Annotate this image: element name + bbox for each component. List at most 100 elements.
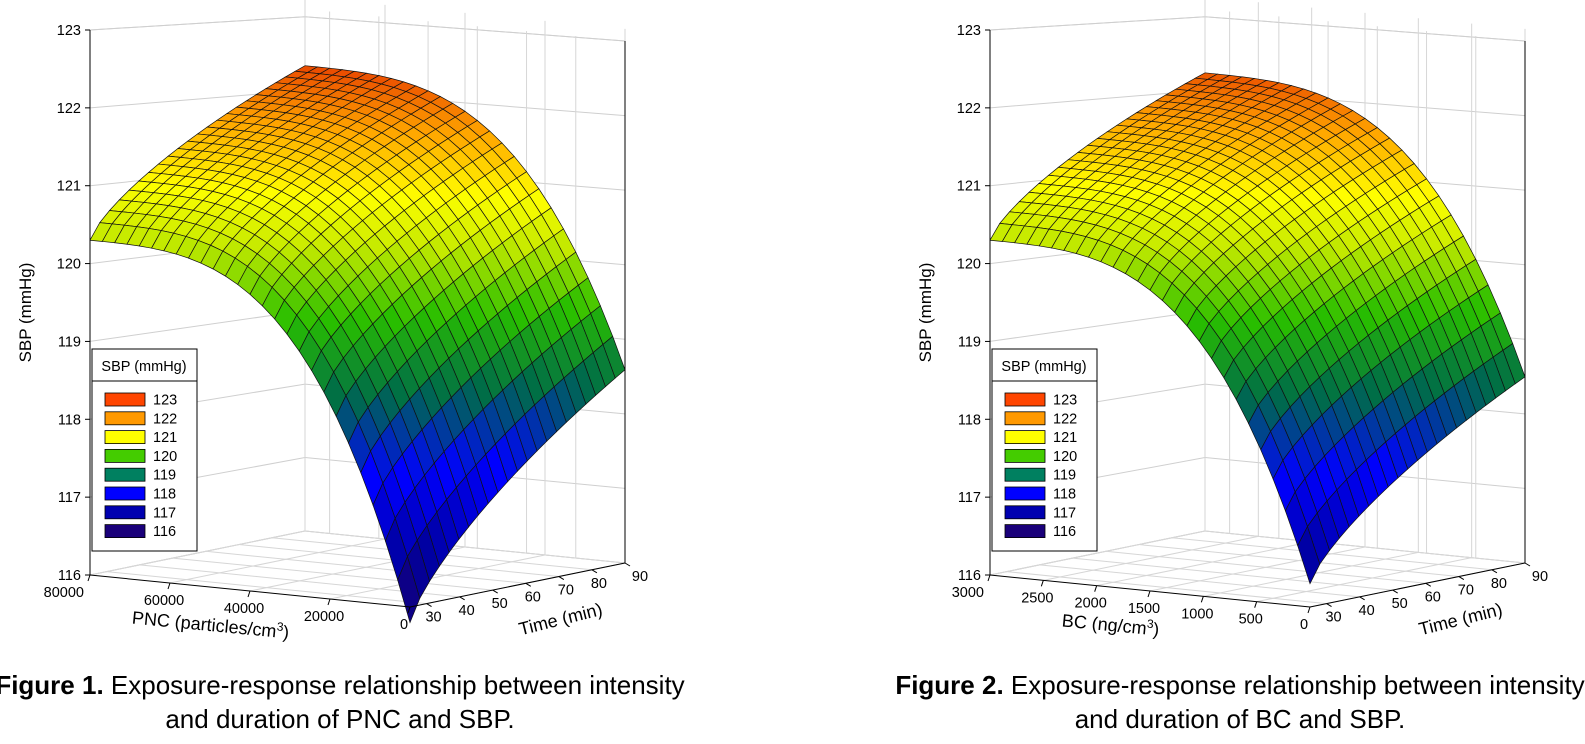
surface-plot: 116 117 118 119 120 121 122 123 SBP (mmHg) 3000 25… (916, 0, 1548, 640)
z-tick-label: 123 (957, 23, 981, 39)
legend-label: 118 (153, 487, 176, 503)
surface-plot: 116 117 118 119 120 121 122 123 SBP (mmHg) 80000 6… (16, 0, 648, 643)
legend-label: 120 (153, 449, 177, 465)
floor-gridline (1204, 530, 1526, 564)
z-tick-label: 120 (957, 257, 981, 273)
legend-label: 116 (153, 524, 176, 540)
legend-label: 123 (1053, 393, 1077, 409)
legend-label: 122 (153, 411, 177, 427)
legend-label: 118 (1053, 487, 1076, 503)
surface-patch (1297, 525, 1321, 585)
z-gridline (989, 16, 1526, 42)
legend-swatch (104, 448, 146, 463)
y-tick-label: 70 (558, 583, 574, 599)
legend-label: 121 (1053, 430, 1077, 446)
y-tick-label: 60 (1425, 589, 1441, 605)
x-tick-mark (987, 574, 991, 582)
y-tick-label: 50 (1392, 596, 1408, 612)
legend-swatch (1004, 524, 1046, 538)
x-tick-label: 500 (1239, 612, 1263, 628)
z-tick-label: 117 (958, 490, 981, 506)
floor-gridline (329, 554, 546, 600)
y-tick-label: 80 (1491, 576, 1507, 592)
figure-2: 116 117 118 119 120 121 122 123 SBP (mmHg) 3000 25… (895, 0, 1585, 744)
x-tick-mark (1307, 606, 1311, 614)
legend-swatch (1004, 486, 1046, 501)
legend-swatch (104, 524, 146, 538)
figure-caption: Figure 1. Exposure-response relationship… (0, 668, 690, 736)
legend-label: 119 (153, 468, 176, 484)
z-tick-label: 118 (58, 412, 81, 428)
y-tick-mark (1524, 562, 1531, 567)
floor-gridline (1096, 541, 1312, 587)
axes: 116 117 118 119 120 121 122 123 SBP (mmHg) 80000 6… (16, 23, 648, 643)
legend-label: 121 (153, 430, 177, 446)
x-tick-label: 0 (400, 617, 408, 633)
response-surface (989, 72, 1526, 585)
y-tick-mark (624, 562, 631, 567)
y-tick-label: 80 (591, 576, 607, 592)
x-tick-label: 40000 (224, 601, 264, 617)
y-tick-mark (492, 589, 498, 594)
y-tick-label: 60 (525, 589, 541, 605)
x-tick-label: 2000 (1075, 596, 1107, 612)
y-tick-mark (558, 576, 565, 580)
y-tick-mark (525, 582, 532, 587)
z-tick-label: 117 (58, 490, 81, 506)
floor-gridline (1006, 571, 1327, 605)
x-tick-mark (407, 606, 411, 614)
floor-gridline (205, 550, 526, 584)
y-tick-label: 40 (1359, 603, 1375, 619)
z-tick-label: 120 (57, 257, 81, 273)
y-tick-mark (1491, 569, 1498, 574)
y-tick-label: 30 (425, 610, 441, 626)
legend-swatch (104, 430, 146, 445)
figure-1: 116 117 118 119 120 121 122 123 SBP (mmHg) 80000 6… (0, 0, 792, 744)
legend-swatch (104, 505, 146, 520)
legend: SBP (mmHg) 123 122 121 120 119 118 117 116 (91, 348, 198, 552)
legend-title: SBP (mmHg) (101, 359, 186, 375)
floor-gridline (1105, 550, 1426, 584)
floor-gridline (304, 530, 626, 564)
y-tick-mark (459, 596, 465, 601)
legend-label: 122 (1053, 411, 1077, 427)
legend-swatch (1004, 392, 1046, 407)
x-tick-mark (1094, 585, 1098, 592)
y-tick-mark (1326, 603, 1332, 608)
figure-caption: Figure 2. Exposure-response relationship… (890, 668, 1585, 736)
x-tick-mark (87, 574, 91, 582)
floor-gridline (106, 571, 427, 605)
z-tick-label: 122 (57, 101, 81, 117)
legend-swatch (1004, 467, 1046, 482)
x-tick-label: 60000 (144, 593, 184, 609)
caption-label: Figure 1. (0, 670, 104, 700)
floor-gridline (1171, 537, 1492, 571)
legend-swatch (1004, 448, 1046, 463)
y-axis-line (1309, 562, 1526, 608)
floor-gridline (1149, 546, 1366, 592)
floor-gridline (1256, 557, 1472, 603)
x-tick-label: 3000 (952, 585, 984, 601)
x-tick-mark (1040, 580, 1044, 587)
z-tick-label: 123 (57, 23, 81, 39)
y-tick-label: 90 (1532, 569, 1548, 585)
z-tick-label: 119 (58, 334, 81, 350)
caption-label: Figure 2. (895, 670, 1004, 700)
floor-gridline (1138, 544, 1459, 578)
z-tick-label: 121 (957, 179, 981, 195)
floor-gridline (1043, 535, 1259, 581)
x-axis-label: PNC (particles/cm3) (131, 606, 290, 643)
x-tick-mark (247, 590, 251, 598)
x-tick-mark (1147, 590, 1151, 598)
y-tick-label: 40 (459, 603, 475, 619)
legend-swatch (1004, 430, 1046, 445)
legend-label: 117 (1053, 505, 1076, 521)
y-tick-mark (1392, 589, 1398, 594)
z-axis-label: SBP (mmHg) (916, 263, 935, 363)
y-tick-label: 90 (632, 569, 648, 585)
y-tick-mark (1425, 582, 1432, 587)
z-tick-label: 119 (958, 334, 981, 350)
axes: 116 117 118 119 120 121 122 123 SBP (mmHg) 3000 25… (916, 23, 1548, 640)
z-tick-label: 118 (958, 412, 981, 428)
legend-swatch (104, 411, 146, 426)
